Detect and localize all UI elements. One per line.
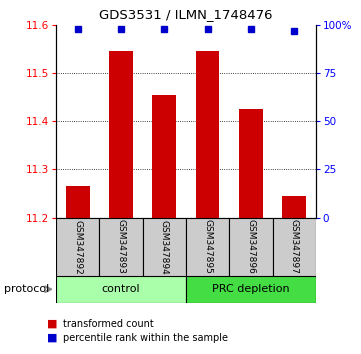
Bar — [273, 218, 316, 276]
Text: GSM347895: GSM347895 — [203, 219, 212, 274]
Bar — [239, 109, 263, 218]
Text: PRC depletion: PRC depletion — [212, 284, 290, 295]
Text: GSM347896: GSM347896 — [247, 219, 255, 274]
Bar — [196, 51, 219, 218]
Text: ■: ■ — [47, 333, 57, 343]
Text: ■: ■ — [47, 319, 57, 329]
Text: GSM347893: GSM347893 — [117, 219, 125, 274]
Text: transformed count: transformed count — [63, 319, 154, 329]
Text: GSM347897: GSM347897 — [290, 219, 299, 274]
Bar — [143, 218, 186, 276]
Bar — [56, 276, 186, 303]
Text: percentile rank within the sample: percentile rank within the sample — [63, 333, 228, 343]
Bar — [152, 95, 176, 218]
Text: protocol: protocol — [4, 284, 49, 294]
Bar — [229, 218, 273, 276]
Bar — [186, 218, 229, 276]
Bar — [66, 186, 90, 218]
Bar — [282, 196, 306, 218]
Bar — [99, 218, 143, 276]
Text: GSM347894: GSM347894 — [160, 219, 169, 274]
Bar — [109, 51, 133, 218]
Text: control: control — [102, 284, 140, 295]
Title: GDS3531 / ILMN_1748476: GDS3531 / ILMN_1748476 — [99, 8, 273, 21]
Bar — [56, 218, 99, 276]
Bar — [186, 276, 316, 303]
Text: GSM347892: GSM347892 — [73, 219, 82, 274]
